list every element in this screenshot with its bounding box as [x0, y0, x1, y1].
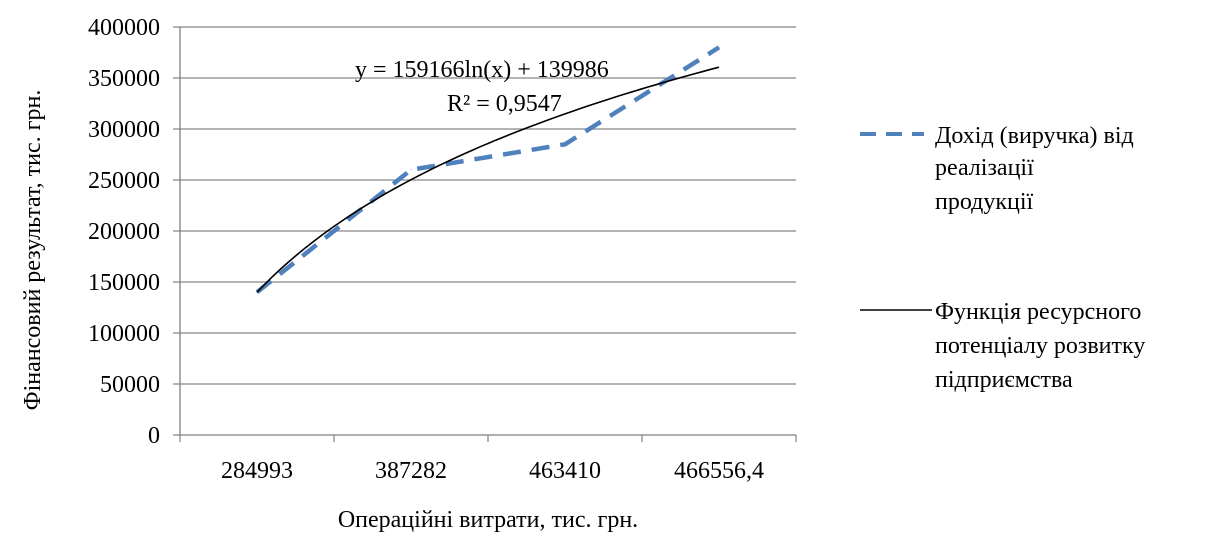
y-tick-label: 50000 — [100, 372, 160, 398]
y-tick-label: 100000 — [88, 321, 160, 347]
gridlines — [173, 26, 797, 442]
r-squared: R² = 0,9547 — [447, 91, 562, 117]
legend-label-function: Функція ресурсного потенціалу розвитку п… — [935, 299, 1151, 393]
trend-equation: y = 159166ln(x) + 139986 — [355, 57, 609, 83]
y-tick-label: 200000 — [88, 219, 160, 245]
legend-label-revenue: Дохід (виручка) від реалізації продукції — [935, 123, 1140, 215]
axes — [179, 27, 796, 436]
data-point — [718, 46, 720, 48]
x-tick-label: 284993 — [221, 458, 293, 484]
x-axis-label: Операційні витрати, тис. грн. — [338, 507, 638, 533]
series-line-revenue — [255, 45, 721, 294]
y-tick-label: 400000 — [88, 15, 160, 41]
x-tick-label: 466556,4 — [674, 458, 764, 484]
data-point — [564, 143, 566, 145]
data-point — [410, 169, 412, 171]
series-line-trend — [256, 66, 720, 293]
x-tick-label: 387282 — [375, 458, 447, 484]
legend: Дохід (виручка) від реалізації продукції… — [860, 123, 1151, 393]
y-tick-label: 250000 — [88, 168, 160, 194]
y-tick-label: 300000 — [88, 117, 160, 143]
y-tick-label: 350000 — [88, 66, 160, 92]
x-tick-labels: 284993 387282 463410 466556,4 — [221, 458, 764, 484]
y-tick-labels: 0 50000 100000 150000 200000 250000 300000 3500… — [88, 15, 160, 449]
y-tick-label: 0 — [148, 423, 160, 449]
y-tick-label: 150000 — [88, 270, 160, 296]
x-tick-label: 463410 — [529, 458, 601, 484]
series-layer — [255, 45, 721, 294]
y-axis-label: Фінансовий результат, тис. грн. — [20, 90, 46, 411]
